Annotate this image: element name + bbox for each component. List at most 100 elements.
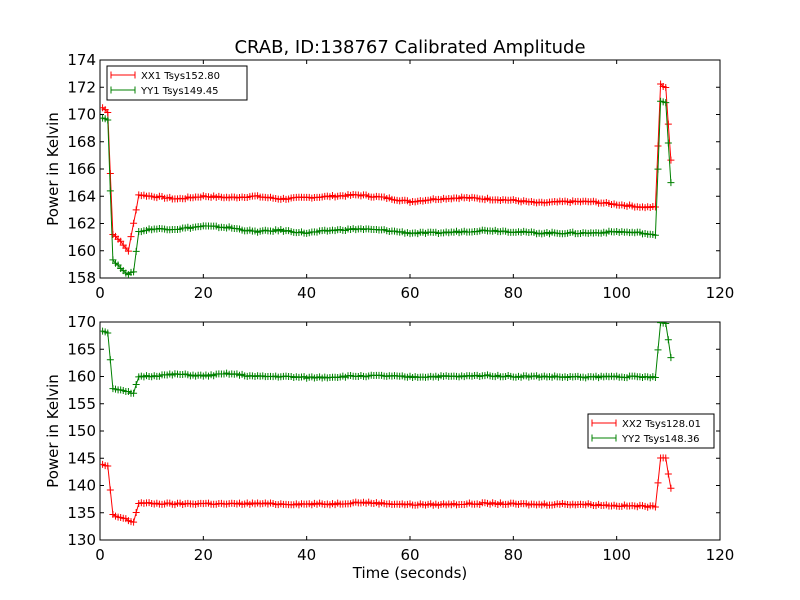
y-tick-label: 155 [67, 395, 96, 413]
data-point [664, 336, 672, 344]
data-point [654, 346, 662, 354]
y-tick-label: 170 [67, 313, 96, 331]
legend-marker [591, 419, 617, 427]
legend: XX1 Tsys152.80 YY1 Tsys149.45 [106, 65, 248, 101]
y-tick-label: 150 [67, 422, 96, 440]
y-axis-label: Power in Kelvin [44, 374, 62, 488]
data-point [117, 237, 125, 245]
x-tick-label: 80 [504, 546, 523, 564]
x-tick-label: 120 [706, 546, 735, 564]
legend: XX2 Tsys128.01 YY2 Tsys148.36 [587, 413, 715, 449]
legend-entry: XX1 Tsys152.80 [110, 71, 220, 82]
y-tick-label: 160 [67, 368, 96, 386]
x-tick-label: 80 [504, 284, 523, 302]
data-point [664, 470, 672, 478]
data-point [104, 116, 112, 124]
chart-title: CRAB, ID:138767 Calibrated Amplitude [234, 37, 585, 58]
y-tick-label: 164 [67, 187, 96, 205]
x-tick-label: 60 [400, 546, 419, 564]
data-point [132, 247, 140, 255]
x-tick-label: 40 [297, 284, 316, 302]
series-2 [100, 322, 675, 397]
legend-marker [110, 86, 136, 94]
y-tick-label: 168 [67, 133, 96, 151]
legend-label: XX2 Tsys128.01 [622, 419, 701, 430]
x-tick-label: 20 [194, 546, 213, 564]
data-point [104, 108, 112, 116]
y-tick-label: 174 [67, 51, 96, 69]
x-tick-label: 0 [95, 284, 105, 302]
x-tick-label: 60 [400, 284, 419, 302]
data-point [104, 329, 112, 337]
data-point [664, 120, 672, 128]
legend-box [587, 413, 715, 449]
legend-box [106, 65, 248, 101]
data-point [651, 503, 659, 511]
y-tick-label: 160 [67, 242, 96, 260]
legend-label: YY1 Tsys149.45 [140, 86, 219, 97]
chart-panel-1: 0 20 40 60 80 100 120 158 160 162 164 166 168 170 172 1… [44, 51, 734, 302]
series-1 [100, 454, 675, 526]
data-point [106, 486, 114, 494]
x-axis-label: Time (seconds) [352, 564, 468, 582]
y-tick-label: 145 [67, 449, 96, 467]
x-tick-label: 20 [194, 284, 213, 302]
y-tick-label: 162 [67, 215, 96, 233]
x-tick-label: 120 [706, 284, 735, 302]
data-point [130, 268, 138, 276]
legend-marker [110, 71, 136, 79]
data-point [664, 139, 672, 147]
data-point [130, 389, 138, 397]
y-tick-label: 166 [67, 160, 96, 178]
x-tick-label: 100 [602, 284, 631, 302]
data-point [667, 354, 675, 362]
legend-label: XX1 Tsys152.80 [141, 71, 220, 82]
data-point [662, 454, 670, 462]
y-tick-label: 158 [67, 269, 96, 287]
data-point [667, 179, 675, 187]
data-point [662, 84, 670, 92]
data-point [651, 203, 659, 211]
series-layer [100, 322, 675, 526]
legend-entry: YY1 Tsys149.45 [110, 86, 219, 97]
data-point [662, 322, 670, 328]
data-point [106, 356, 114, 364]
chart-panel-2: 0 20 40 60 80 100 120 130 135 140 145 150 155 160 165 1… [44, 313, 734, 564]
x-tick-label: 0 [95, 546, 105, 564]
y-tick-label: 170 [67, 106, 96, 124]
y-tick-label: 130 [67, 531, 96, 549]
legend-entry: XX2 Tsys128.01 [591, 419, 701, 430]
data-point [130, 219, 138, 227]
plot-panels: 0 20 40 60 80 100 120 158 160 162 164 166 168 170 172 1… [44, 51, 734, 564]
data-point [124, 247, 132, 255]
data-point [654, 165, 662, 173]
legend-marker [591, 434, 617, 442]
data-point [651, 374, 659, 382]
x-tick-label: 40 [297, 546, 316, 564]
legend-entry: YY2 Tsys148.36 [591, 434, 700, 445]
data-point [654, 479, 662, 487]
data-point [127, 233, 135, 241]
data-point [651, 231, 659, 239]
data-point [106, 170, 114, 178]
series-1 [100, 80, 675, 255]
y-tick-label: 140 [67, 477, 96, 495]
data-point [654, 142, 662, 150]
y-tick-label: 165 [67, 340, 96, 358]
data-point [667, 484, 675, 492]
data-point [104, 462, 112, 470]
y-tick-label: 172 [67, 78, 96, 96]
data-point [662, 99, 670, 107]
y-axis-label: Power in Kelvin [44, 112, 62, 226]
data-point [132, 508, 140, 516]
series-layer [100, 80, 675, 278]
data-point [130, 518, 138, 526]
x-tick-label: 100 [602, 546, 631, 564]
data-point [132, 206, 140, 214]
y-tick-label: 135 [67, 504, 96, 522]
data-point [132, 380, 140, 388]
data-point [667, 156, 675, 164]
data-point [114, 261, 122, 269]
series-2 [100, 97, 675, 278]
